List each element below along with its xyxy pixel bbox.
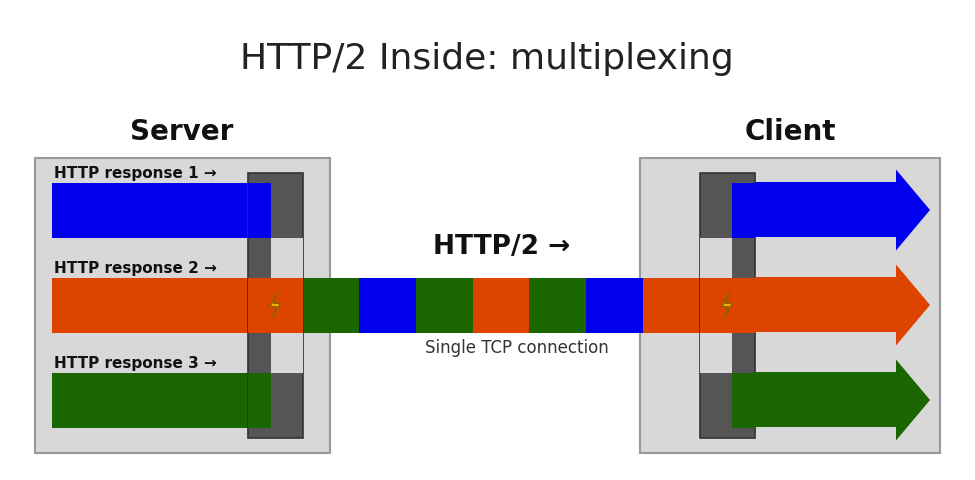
Polygon shape bbox=[896, 169, 930, 251]
Bar bbox=[52, 373, 248, 428]
Bar bbox=[35, 158, 330, 453]
Bar bbox=[473, 278, 530, 333]
Bar bbox=[52, 278, 248, 333]
Text: HTTP response 3 →: HTTP response 3 → bbox=[54, 356, 216, 371]
Polygon shape bbox=[896, 264, 930, 346]
Text: Server: Server bbox=[131, 118, 234, 146]
Bar bbox=[586, 278, 643, 333]
Bar bbox=[271, 333, 303, 373]
Bar bbox=[248, 173, 303, 438]
Bar bbox=[700, 173, 755, 438]
Bar bbox=[640, 158, 940, 453]
Text: HTTP/2 Inside: multiplexing: HTTP/2 Inside: multiplexing bbox=[240, 42, 734, 76]
Bar bbox=[248, 373, 271, 428]
Bar bbox=[700, 278, 755, 333]
Bar bbox=[732, 183, 755, 238]
Text: HTTP/2 →: HTTP/2 → bbox=[433, 234, 570, 260]
Bar bbox=[248, 278, 303, 333]
Polygon shape bbox=[896, 360, 930, 441]
Bar bbox=[700, 238, 732, 278]
Bar bbox=[755, 277, 896, 332]
Text: HTTP response 1 →: HTTP response 1 → bbox=[54, 166, 216, 181]
Bar bbox=[303, 278, 360, 333]
Text: Client: Client bbox=[744, 118, 836, 146]
Text: Single TCP connection: Single TCP connection bbox=[425, 339, 608, 357]
Bar bbox=[271, 238, 303, 278]
Bar bbox=[732, 373, 755, 428]
Bar bbox=[416, 278, 473, 333]
Bar bbox=[755, 182, 896, 237]
Bar bbox=[755, 372, 896, 427]
Polygon shape bbox=[722, 292, 732, 318]
Bar bbox=[52, 183, 248, 238]
Bar bbox=[359, 278, 416, 333]
Polygon shape bbox=[270, 292, 280, 318]
Bar bbox=[248, 183, 271, 238]
Bar bbox=[643, 278, 700, 333]
Text: HTTP response 2 →: HTTP response 2 → bbox=[54, 261, 216, 276]
Bar bbox=[529, 278, 586, 333]
Bar bbox=[700, 333, 732, 373]
